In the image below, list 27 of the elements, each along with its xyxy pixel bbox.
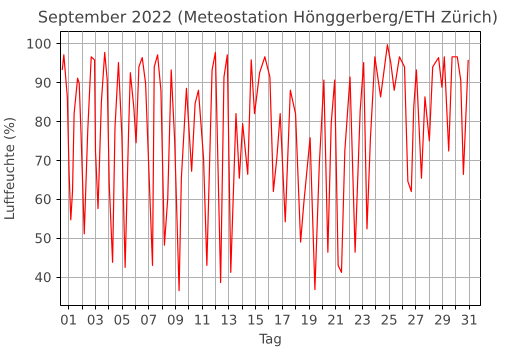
y-tick-label: 50 xyxy=(34,232,52,248)
x-tick-label: 11 xyxy=(194,314,211,328)
y-tick-label: 90 xyxy=(34,76,52,92)
x-tick-label: 07 xyxy=(140,314,158,328)
y-axis-title: Luftfeuchte (%) xyxy=(3,116,18,220)
x-tick-label: 23 xyxy=(354,314,371,328)
x-axis-title: Tag xyxy=(258,332,282,348)
x-tick-label: 05 xyxy=(114,314,131,328)
x-tick-label: 27 xyxy=(407,314,424,328)
y-tick-label: 40 xyxy=(34,271,52,286)
chart-title: September 2022 (Meteostation Hönggerberg/ETH Zürich) xyxy=(38,8,498,26)
x-tick-label: 09 xyxy=(167,314,184,328)
y-tick-label: 60 xyxy=(34,193,52,208)
y-tick-label: 100 xyxy=(26,38,52,53)
x-tick-label: 17 xyxy=(274,314,291,328)
x-tick-label: 31 xyxy=(460,314,478,328)
x-tick-label: 03 xyxy=(86,314,104,328)
y-tick-label: 80 xyxy=(34,115,52,130)
x-tick-label: 01 xyxy=(60,314,78,328)
x-tick-label: 15 xyxy=(247,314,264,328)
y-tick-label: 70 xyxy=(34,154,52,170)
line-series xyxy=(62,44,469,292)
x-tick-label: 29 xyxy=(434,314,452,328)
x-tick-label: 13 xyxy=(220,314,238,328)
x-tick-label: 25 xyxy=(380,314,398,328)
x-tick-label: 21 xyxy=(327,314,344,328)
x-tick-label: 19 xyxy=(300,314,318,328)
